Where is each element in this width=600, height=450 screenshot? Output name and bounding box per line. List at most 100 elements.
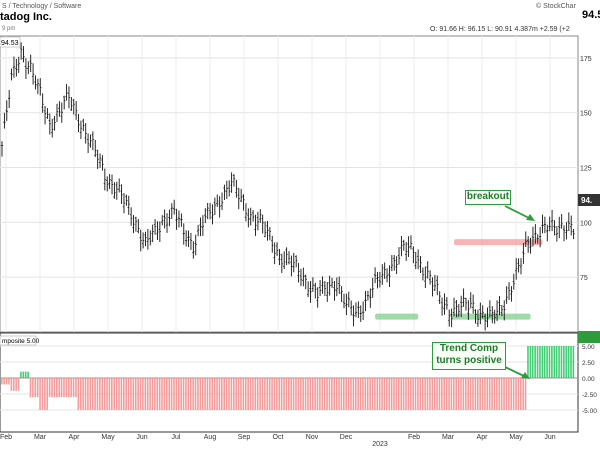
- indicator-bar: [309, 378, 312, 410]
- indicator-bar: [311, 378, 314, 410]
- x-tick-label: May: [101, 434, 115, 441]
- indicator-y-axis: 5.00 2.50 0.00 -2.50 -5.00: [582, 344, 597, 415]
- breakout-arrowhead: [526, 214, 535, 221]
- indicator-bar: [213, 378, 216, 410]
- indicator-bar: [448, 378, 450, 410]
- indicator-bar: [398, 378, 400, 410]
- x-tick-label: Aug: [204, 434, 217, 441]
- current-price: 94.5: [582, 9, 600, 21]
- indicator-bar: [393, 378, 395, 410]
- indicator-bar: [84, 378, 87, 410]
- indicator-bar: [326, 378, 328, 410]
- x-tick-label: Feb: [408, 434, 420, 441]
- indicator-bar: [194, 378, 197, 410]
- indicator-bar: [362, 378, 364, 410]
- indicator-bar: [304, 378, 307, 410]
- indicator-bar: [460, 378, 462, 410]
- indicator-bars: [1, 346, 575, 410]
- indicator-bar: [67, 378, 70, 398]
- company-name: tadog Inc.: [0, 11, 52, 23]
- x-tick-label: Mar: [442, 434, 455, 441]
- indicator-bar: [386, 378, 388, 410]
- indicator-bar: [27, 371, 29, 378]
- indicator-bar: [534, 346, 536, 378]
- indicator-bar: [206, 378, 209, 410]
- indicator-bar: [242, 378, 245, 410]
- indicator-tick-label: 2.50: [582, 360, 595, 367]
- right-price-tag: 94.: [581, 196, 592, 205]
- indicator-bar: [280, 378, 283, 410]
- indicator-bar: [572, 346, 575, 378]
- trend-arrow: [504, 366, 527, 378]
- x-tick-label: Jun: [544, 434, 555, 441]
- indicator-tick-label: -5.00: [582, 408, 597, 415]
- indicator-bar: [87, 378, 89, 410]
- indicator-bar: [474, 378, 477, 410]
- indicator-bar: [328, 378, 331, 410]
- indicator-bar: [321, 378, 324, 410]
- indicator-bar: [268, 378, 271, 410]
- indicator-bar: [223, 378, 226, 410]
- indicator-bar: [240, 378, 242, 410]
- indicator-bar: [211, 378, 214, 410]
- band-support-1: [375, 313, 419, 320]
- x-tick-label: Jul: [172, 434, 181, 441]
- indicator-bar: [266, 378, 269, 410]
- indicator-bar: [357, 378, 359, 410]
- indicator-bar: [34, 378, 37, 398]
- indicator-bar: [541, 346, 544, 378]
- price-tick-label: 100: [580, 220, 592, 227]
- x-tick-label: Mar: [34, 434, 47, 441]
- sector-label: S / Technology / Software: [2, 3, 81, 10]
- indicator-bar: [445, 378, 448, 410]
- indicator-bar: [548, 346, 551, 378]
- indicator-bar: [467, 378, 469, 410]
- indicator-bar: [235, 378, 237, 410]
- indicator-bar: [500, 378, 503, 410]
- indicator-bar: [364, 378, 367, 410]
- indicator-bar: [288, 378, 290, 410]
- indicator-bar: [254, 378, 257, 410]
- price-tick-label: 175: [580, 56, 592, 63]
- time-label: 9 pm: [2, 26, 15, 32]
- indicator-segment: [48, 378, 58, 398]
- indicator-bar: [481, 378, 484, 410]
- indicator-bar: [536, 346, 539, 378]
- indicator-bar: [515, 378, 517, 410]
- indicator-bar: [65, 378, 68, 398]
- indicator-bar: [429, 378, 431, 410]
- x-tick-label: Dec: [340, 434, 353, 441]
- indicator-bar: [15, 378, 17, 391]
- indicator-bar: [340, 378, 343, 410]
- indicator-bar: [58, 378, 60, 398]
- indicator-bar: [508, 378, 510, 410]
- indicator-bar: [400, 378, 403, 410]
- indicator-bar: [60, 378, 63, 398]
- indicator-bar: [17, 378, 20, 391]
- indicator-bar: [307, 378, 309, 410]
- trend-arrowhead: [521, 372, 530, 379]
- indicator-bar: [426, 378, 429, 410]
- indicator-bar: [531, 346, 534, 378]
- indicator-bar: [218, 378, 221, 410]
- indicator-bar: [431, 378, 434, 410]
- indicator-bar: [79, 378, 82, 410]
- indicator-bar: [166, 378, 168, 410]
- indicator-bar: [421, 378, 424, 410]
- indicator-bar: [201, 378, 204, 410]
- indicator-segment: [96, 378, 527, 410]
- indicator-bar: [75, 378, 77, 398]
- indicator-bar: [158, 378, 161, 410]
- indicator-bar: [101, 378, 104, 410]
- indicator-bar: [103, 378, 106, 410]
- indicator-bar: [271, 378, 273, 410]
- indicator-bar: [89, 378, 92, 410]
- indicator-bar: [180, 378, 182, 410]
- indicator-bar: [82, 378, 84, 410]
- indicator-segment: [20, 371, 29, 378]
- indicator-bar: [402, 378, 405, 410]
- indicator-bar: [441, 378, 443, 410]
- indicator-bar: [378, 378, 381, 410]
- indicator-bar: [113, 378, 116, 410]
- indicator-bar: [476, 378, 479, 410]
